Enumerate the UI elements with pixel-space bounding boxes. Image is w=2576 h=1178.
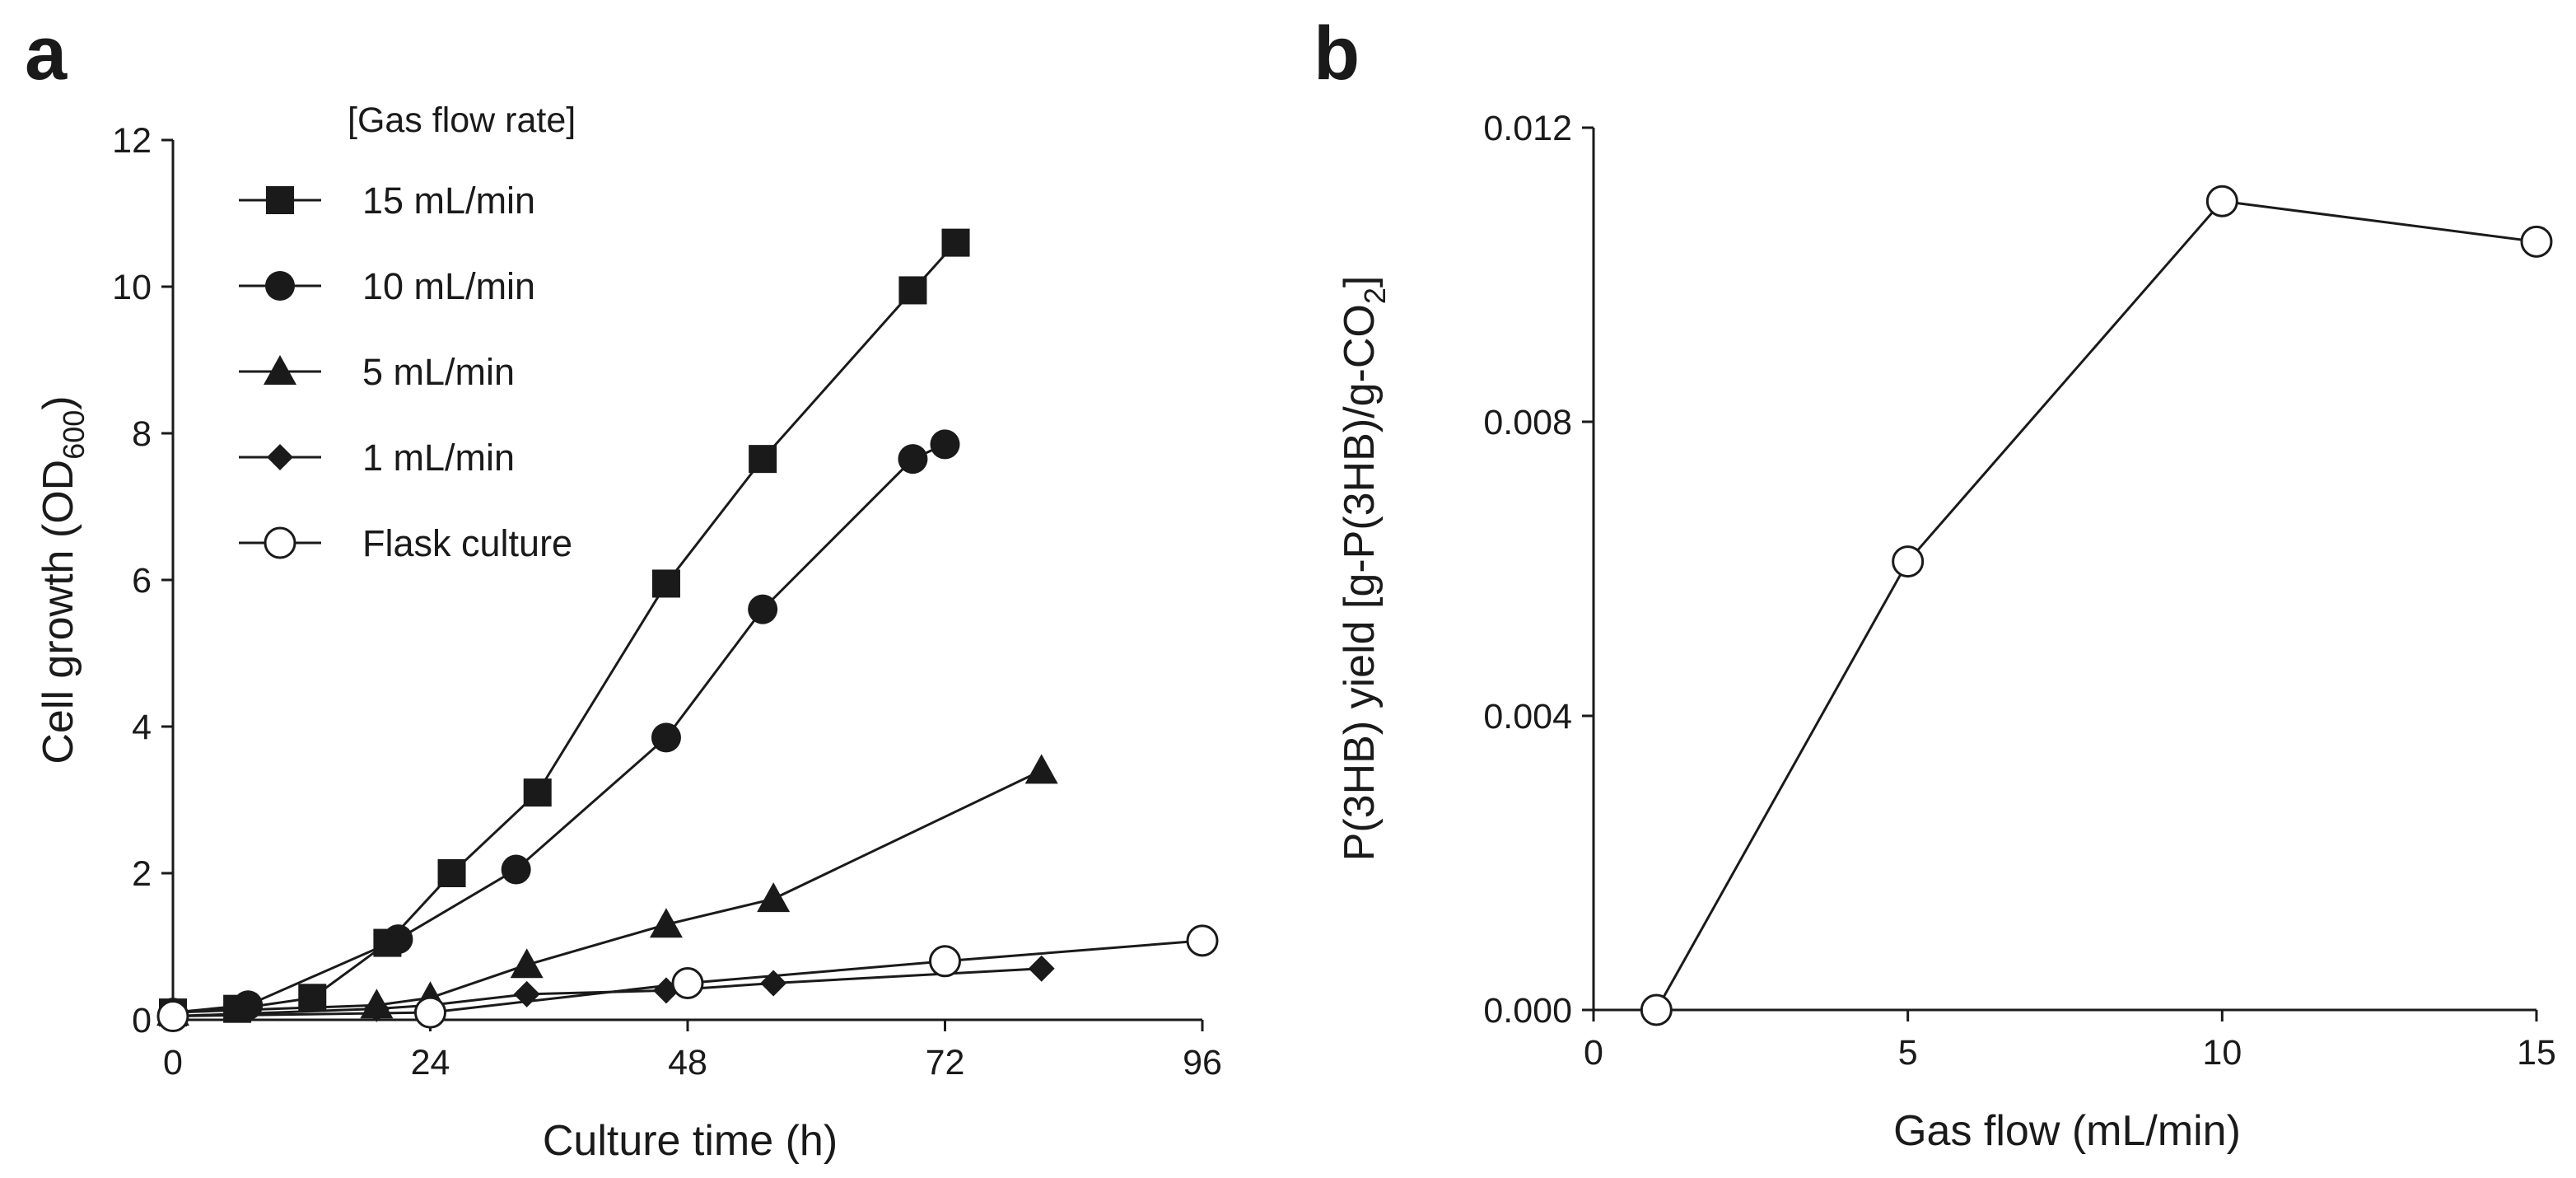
- panel-a-data-point: [649, 908, 683, 938]
- panel-b-y-tick-label: 0.008: [1483, 403, 1572, 442]
- panel-b-x-tick-label: 5: [1898, 1033, 1918, 1073]
- panel-a-y-ticks: 0 2 4 6 8 10 12: [112, 121, 173, 1040]
- panel-a-data-point: [757, 882, 791, 913]
- panel-a-x-tick-label: 0: [163, 1043, 183, 1082]
- panel-a-data-point: [941, 228, 970, 257]
- panel-a-series-0: [159, 228, 970, 1027]
- legend-item: 10 mL/min: [239, 265, 535, 307]
- panel-a-data-point: [651, 722, 681, 753]
- panel-a-data-point: [1024, 754, 1058, 784]
- legend-label: 5 mL/min: [362, 351, 515, 393]
- legend-title: [Gas flow rate]: [348, 101, 576, 140]
- panel-a-data-point: [437, 859, 466, 887]
- panel-b-series: [1640, 185, 2553, 1026]
- panel-b-x-tick-label: 0: [1584, 1033, 1603, 1073]
- panel-b-data-point: [2205, 185, 2238, 217]
- panel-a-data-point: [156, 1000, 189, 1033]
- panel-a-data-point: [1028, 955, 1055, 982]
- panel-a-y-tick-label: 8: [132, 414, 152, 454]
- panel-a-data-point: [383, 924, 413, 955]
- panel-a-data-point: [363, 995, 390, 1022]
- legend-marker: [267, 444, 293, 470]
- panel-b-y-axis-title: P(3HB) yield [g-P(3HB)/g-CO2]: [1336, 276, 1392, 862]
- panel-a-x-tick-label: 24: [411, 1043, 450, 1082]
- panel-b-series-0: [1640, 185, 2553, 1026]
- panel-a-y-axis-title: Cell growth (OD600): [35, 395, 91, 764]
- panel-a-data-point: [651, 569, 680, 598]
- panel-b-data-point: [1892, 545, 1925, 578]
- panel-a-x-ticks: 0 24 48 72 96: [163, 1020, 1222, 1082]
- panel-b-data-point: [1640, 993, 1673, 1026]
- panel-a-series: [156, 228, 1219, 1033]
- panel-b-label: b: [1314, 12, 1360, 96]
- panel-a-series-1: [158, 429, 960, 1028]
- panel-a-data-point: [929, 945, 961, 978]
- panel-b-x-tick-label: 10: [2202, 1033, 2242, 1073]
- panel-b-data-point: [2520, 225, 2553, 258]
- panel-b-y-tick-label: 0.004: [1483, 697, 1572, 736]
- panel-a-x-tick-label: 48: [668, 1043, 707, 1082]
- panel-a-data-point: [748, 594, 778, 624]
- panel-a-x-axis-title: Culture time (h): [543, 1117, 838, 1165]
- panel-a-data-point: [501, 854, 531, 885]
- panel-a-x-tick-label: 72: [926, 1043, 965, 1082]
- legend-label: Flask culture: [362, 522, 572, 564]
- panel-a-data-point: [930, 429, 960, 460]
- panel-a-data-point: [1186, 924, 1219, 957]
- panel-a-data-point: [898, 444, 928, 474]
- legend-item: 1 mL/min: [239, 437, 515, 479]
- panel-a-x-tick-label: 96: [1183, 1043, 1222, 1082]
- panel-a-data-point: [749, 445, 777, 474]
- panel-b-y-tick-label: 0.000: [1483, 991, 1572, 1031]
- panel-b: b 0.000 0.004 0.008 0.012 0 5 10 15 Gas flow (…: [1314, 12, 2556, 1155]
- panel-a-label: a: [25, 12, 68, 96]
- panel-a-y-tick-label: 6: [132, 561, 152, 601]
- legend-label: 10 mL/min: [362, 265, 535, 307]
- panel-b-series-line: [1655, 199, 2537, 1011]
- legend-label: 15 mL/min: [362, 180, 535, 222]
- panel-b-x-tick-label: 15: [2517, 1033, 2556, 1073]
- panel-a-y-tick-label: 10: [112, 268, 152, 307]
- panel-a-series-line: [172, 241, 957, 1014]
- panel-b-y-tick-label: 0.012: [1483, 109, 1572, 148]
- panel-a-y-tick-label: 0: [132, 1001, 152, 1040]
- panel-a-y-tick-label: 2: [132, 854, 152, 894]
- panel-b-x-ticks: 0 5 10 15: [1584, 1010, 2556, 1073]
- panel-a-data-point: [510, 948, 544, 979]
- legend-marker: [264, 355, 296, 385]
- panel-b-x-axis-title: Gas flow (mL/min): [1893, 1107, 2241, 1155]
- panel-a-data-point: [671, 967, 704, 999]
- legend-item: 15 mL/min: [239, 180, 535, 222]
- panel-a-y-tick-label: 4: [132, 708, 152, 747]
- legend-marker: [266, 186, 294, 214]
- legend-item: 5 mL/min: [239, 351, 515, 393]
- panel-a-series-line: [172, 442, 946, 1014]
- legend-marker: [264, 526, 296, 559]
- panel-b-y-ticks: 0.000 0.004 0.008 0.012: [1483, 109, 1594, 1031]
- legend-marker: [265, 271, 295, 301]
- panel-a-data-point: [898, 276, 927, 305]
- panel-a-legend: [Gas flow rate] 15 mL/min 10 mL/min 5 mL/m…: [239, 101, 576, 564]
- panel-a-data-point: [414, 996, 446, 1029]
- panel-a-data-point: [523, 778, 552, 807]
- panel-a-y-tick-label: 12: [112, 121, 152, 161]
- panel-a-series-4: [156, 924, 1219, 1033]
- legend-label: 1 mL/min: [362, 437, 515, 479]
- legend-item: Flask culture: [239, 522, 572, 564]
